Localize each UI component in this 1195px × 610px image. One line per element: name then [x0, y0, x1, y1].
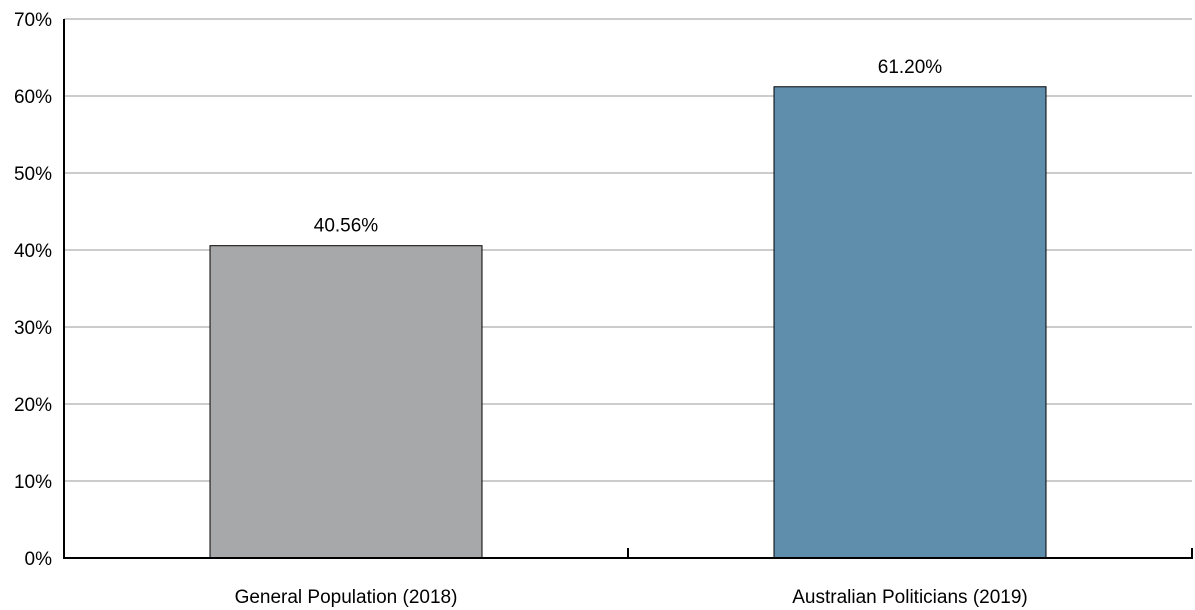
x-category-label: General Population (2018) — [235, 587, 458, 608]
labels: 0% 10% 20% 30% 40% 50% 60% 70% 40.56% General Pop… — [14, 10, 1028, 608]
data-label: 40.56% — [314, 216, 379, 237]
y-tick-label: 50% — [14, 164, 52, 185]
x-category-label: Australian Politicians (2019) — [792, 587, 1028, 608]
y-tick-label: 40% — [14, 241, 52, 262]
y-tick-label: 70% — [14, 10, 52, 31]
bar — [209, 245, 483, 559]
axes — [63, 19, 1193, 559]
y-tick-label: 0% — [25, 549, 53, 570]
y-tick-label: 10% — [14, 472, 52, 493]
bar — [773, 86, 1047, 559]
bars — [209, 86, 1047, 559]
y-tick-label: 60% — [14, 87, 52, 108]
y-tick-label: 20% — [14, 395, 52, 416]
y-tick-label: 30% — [14, 318, 52, 339]
data-label: 61.20% — [878, 57, 943, 78]
